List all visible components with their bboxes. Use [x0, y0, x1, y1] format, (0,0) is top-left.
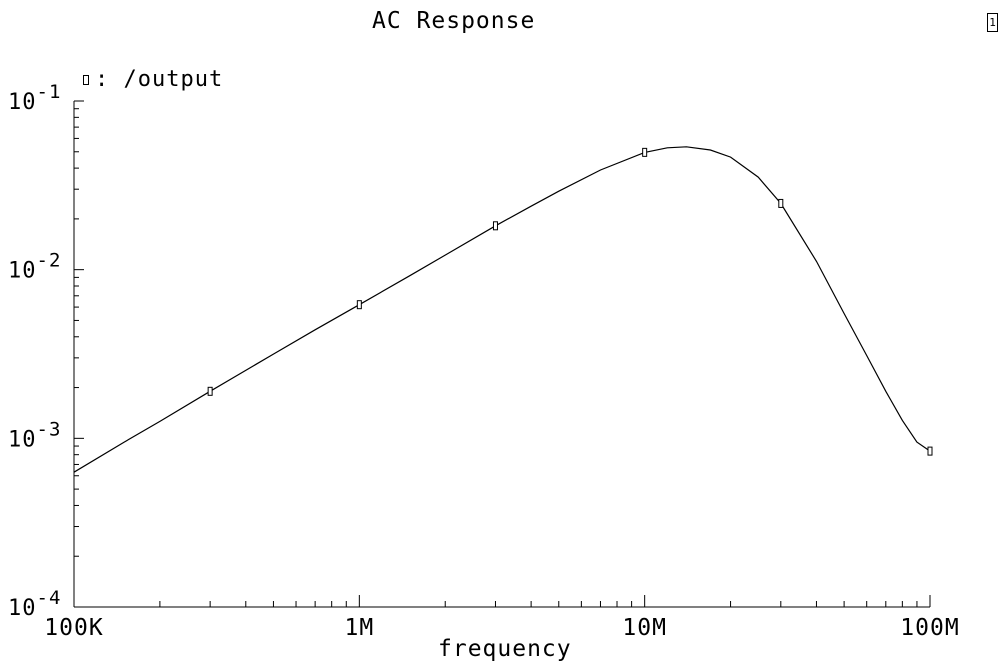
- data-marker: [642, 147, 648, 157]
- x-tick-label: 10M: [622, 615, 667, 641]
- chart-axes: [73, 101, 930, 608]
- tick-labels: 100K 1M 10M 100M 10-1 10-2 10-3 10-4: [8, 81, 959, 641]
- data-marker: [492, 221, 498, 231]
- data-marker: [927, 446, 933, 456]
- x-tick-label: 100M: [900, 615, 959, 641]
- y-tick-label: 10-2: [8, 250, 61, 284]
- data-marker: [356, 300, 362, 310]
- y-tick-label: 10-1: [8, 81, 61, 115]
- legend-marker-icon: [83, 74, 89, 85]
- data-marker: [207, 386, 213, 396]
- x-tick-label: 1M: [344, 615, 374, 641]
- x-tick-label: 100K: [44, 615, 103, 641]
- legend-label: : /output: [95, 67, 224, 92]
- y-axis-ticks: [74, 100, 84, 608]
- y-tick-label: 10-3: [8, 418, 61, 452]
- series-curve: [73, 146, 931, 473]
- legend: : /output: [83, 67, 223, 92]
- x-axis-label: frequency: [438, 636, 572, 662]
- series-line-output: [73, 146, 931, 473]
- chart-title: AC Response: [372, 8, 536, 34]
- y-tick-label: 10-4: [8, 587, 61, 621]
- window-number-badge[interactable]: 1: [987, 13, 998, 32]
- data-marker: [778, 198, 784, 208]
- series-markers: [207, 147, 933, 456]
- x-axis-ticks: [73, 595, 931, 607]
